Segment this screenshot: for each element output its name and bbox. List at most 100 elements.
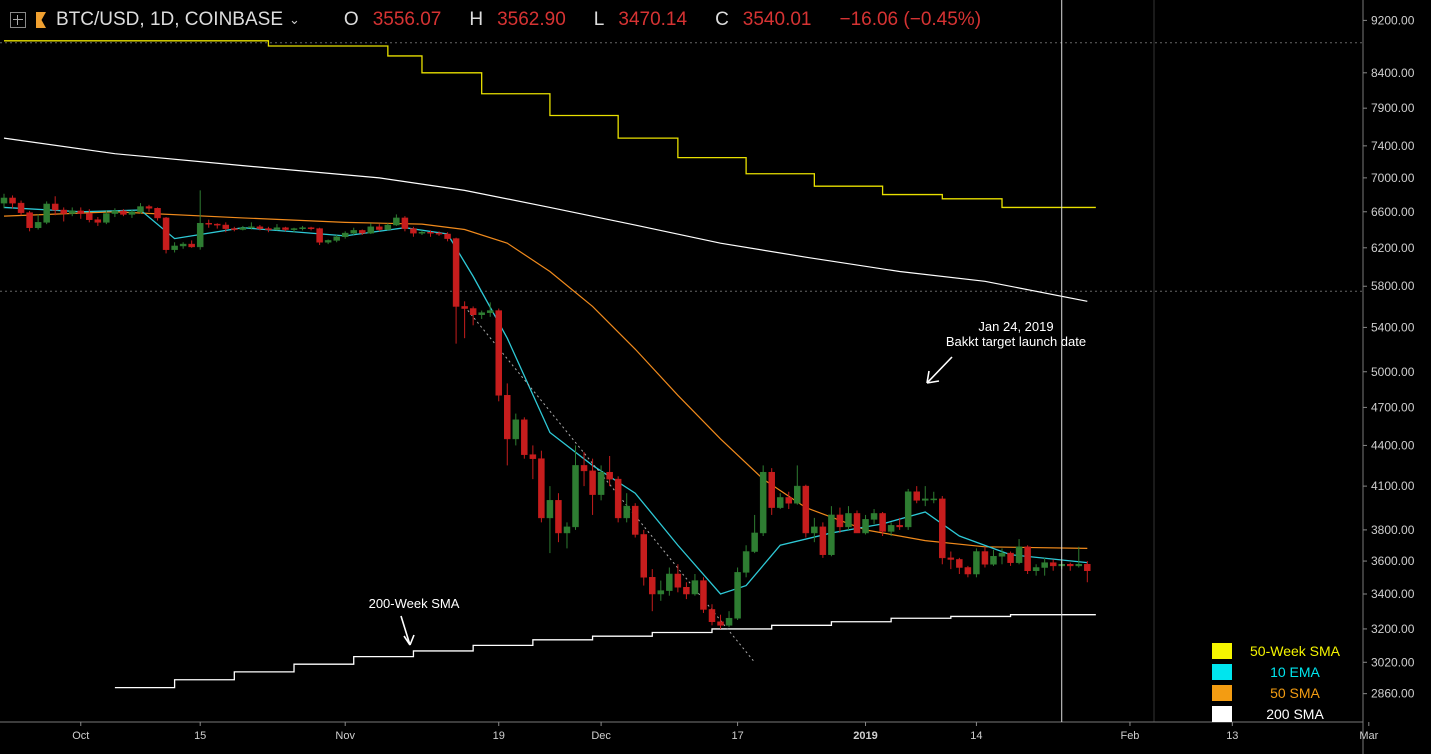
candle — [418, 230, 426, 235]
candle-body — [811, 526, 818, 534]
candle — [717, 614, 724, 629]
candle-body — [742, 551, 750, 573]
candle-body — [154, 208, 161, 219]
candle-body — [179, 243, 187, 247]
candle — [17, 200, 25, 216]
candle — [94, 217, 102, 226]
candle — [725, 611, 733, 628]
candle-body — [657, 590, 665, 595]
candle-body — [802, 485, 810, 534]
candle — [819, 522, 827, 558]
candle — [811, 517, 818, 543]
candle-body — [418, 231, 426, 234]
legend-swatch — [1212, 663, 1232, 680]
candle — [563, 522, 571, 549]
annotation-launch-date: Jan 24, 2019 — [978, 319, 1053, 334]
candle-body — [265, 228, 272, 230]
price-tick-label: 9200.00 — [1371, 13, 1415, 27]
candle-body — [512, 419, 520, 440]
candle-body — [0, 197, 8, 204]
candle-body — [751, 532, 758, 552]
price-tick-label: 6600.00 — [1371, 205, 1415, 219]
candle-body — [1067, 564, 1074, 567]
candle-body — [290, 228, 298, 230]
candle-body — [196, 222, 204, 248]
candle — [376, 224, 383, 232]
candle — [401, 216, 409, 232]
candle — [452, 237, 460, 344]
candle — [495, 308, 502, 402]
candle-body — [768, 471, 775, 508]
candle — [1041, 557, 1048, 576]
candle — [990, 549, 997, 566]
time-tick-label: Mar — [1359, 730, 1378, 742]
add-chart-icon[interactable] — [10, 12, 26, 28]
candle — [51, 196, 59, 216]
candle — [921, 486, 929, 507]
sma50-line — [3, 211, 1088, 549]
arrow-icon — [926, 356, 953, 384]
candle-body — [86, 213, 93, 220]
price-tick-label: 5400.00 — [1371, 320, 1415, 334]
candle — [154, 207, 161, 221]
candle-body — [222, 224, 230, 229]
price-axis[interactable]: 9200.00 8400.00 7900.00 7400.00 7000.00 6600.… — [1362, 0, 1415, 754]
candle — [956, 557, 963, 575]
candle — [521, 417, 528, 459]
candle — [666, 567, 673, 596]
candle — [111, 208, 119, 218]
candle-body — [359, 230, 366, 234]
candle — [444, 232, 451, 242]
candle-body — [828, 514, 835, 555]
candle-body — [128, 211, 136, 215]
candle — [751, 514, 758, 554]
candle-body — [9, 197, 16, 204]
candle — [171, 242, 178, 253]
candle — [939, 496, 946, 565]
candle — [853, 510, 861, 534]
candle — [981, 546, 989, 568]
symbol-title[interactable]: BTC/USD, 1D, COINBASE — [56, 9, 283, 30]
candle-body — [819, 526, 827, 555]
candle — [828, 506, 835, 557]
candle — [742, 545, 750, 578]
time-axis[interactable]: Oct15Nov19Dec17201914Feb13Mar18 — [0, 721, 1431, 742]
legend-swatch — [1212, 642, 1232, 659]
time-tick-label: 15 — [194, 730, 206, 742]
candle-body — [469, 308, 477, 315]
trendline — [464, 306, 756, 663]
candle — [222, 222, 230, 233]
low-value: 3470.14 — [618, 9, 688, 30]
price-tick-label: 3800.00 — [1371, 523, 1415, 537]
time-tick-label: 2019 — [853, 730, 877, 742]
sma200-line — [3, 137, 1088, 302]
candle-body — [77, 210, 85, 214]
candle — [640, 529, 647, 586]
candle-body — [529, 454, 537, 459]
chart-header: BTC/USD, 1D, COINBASE ⌄ O 3556.07 H 3562.9… — [10, 8, 995, 32]
candle — [86, 209, 93, 223]
price-tick-label: 5800.00 — [1371, 279, 1415, 293]
flag-icon[interactable] — [36, 12, 46, 28]
candle-body — [879, 513, 886, 532]
candle-body — [231, 228, 238, 230]
candle-body — [691, 580, 699, 595]
candle-body — [273, 227, 281, 230]
price-tick-label: 4700.00 — [1371, 400, 1415, 414]
candle-body — [34, 222, 42, 228]
candle-body — [1049, 562, 1057, 567]
candle-body — [674, 573, 682, 588]
legend-label: 10 EMA — [1270, 663, 1320, 680]
candle — [384, 223, 392, 231]
candle — [572, 445, 579, 530]
chevron-down-icon[interactable]: ⌄ — [289, 12, 300, 27]
candle — [904, 488, 912, 530]
time-tick-label: 17 — [731, 730, 743, 742]
candle — [683, 582, 690, 600]
candle-body — [597, 471, 605, 495]
candle — [546, 486, 554, 554]
candle-body — [145, 206, 153, 209]
candle-body — [486, 310, 494, 313]
